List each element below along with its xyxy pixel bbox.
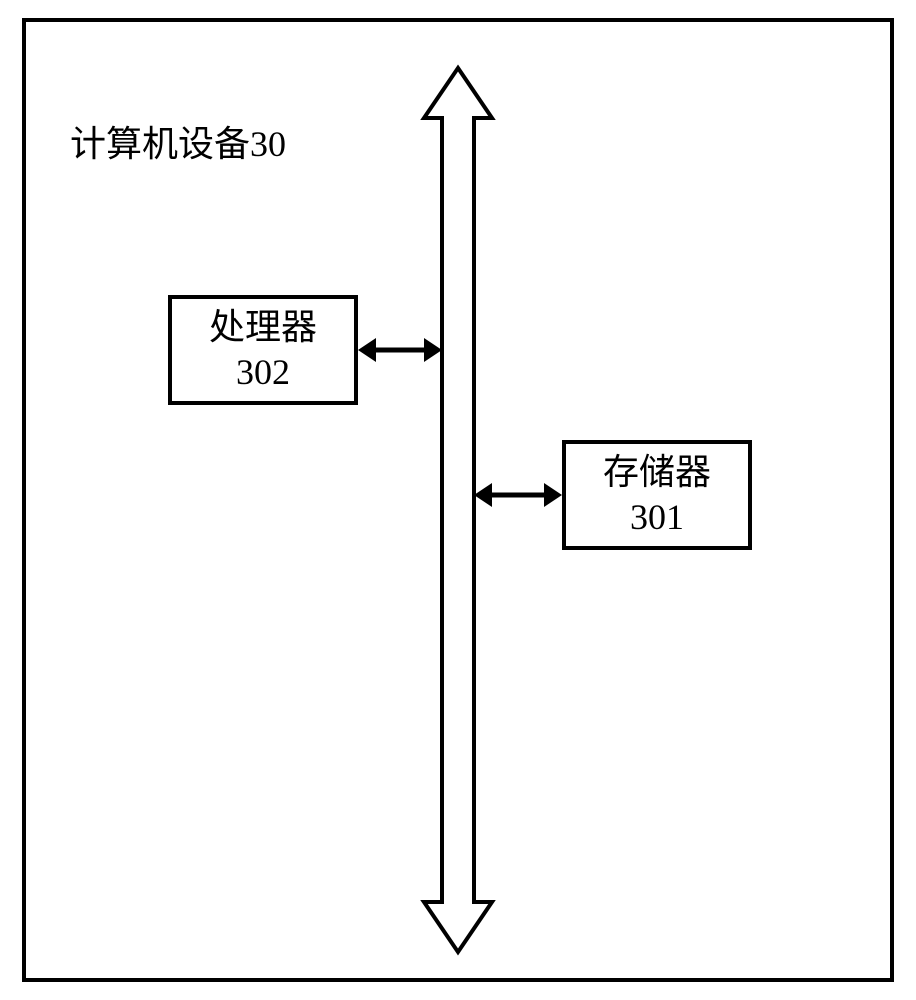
memory-label: 存储器 bbox=[603, 450, 711, 495]
memory-node: 存储器 301 bbox=[562, 440, 752, 550]
diagram-canvas: 计算机设备30 处理器 302 存储器 301 bbox=[0, 0, 916, 1000]
memory-id: 301 bbox=[630, 495, 684, 540]
processor-id: 302 bbox=[236, 350, 290, 395]
processor-node: 处理器 302 bbox=[168, 295, 358, 405]
diagram-title: 计算机设备30 bbox=[70, 115, 286, 167]
processor-label: 处理器 bbox=[209, 305, 317, 350]
